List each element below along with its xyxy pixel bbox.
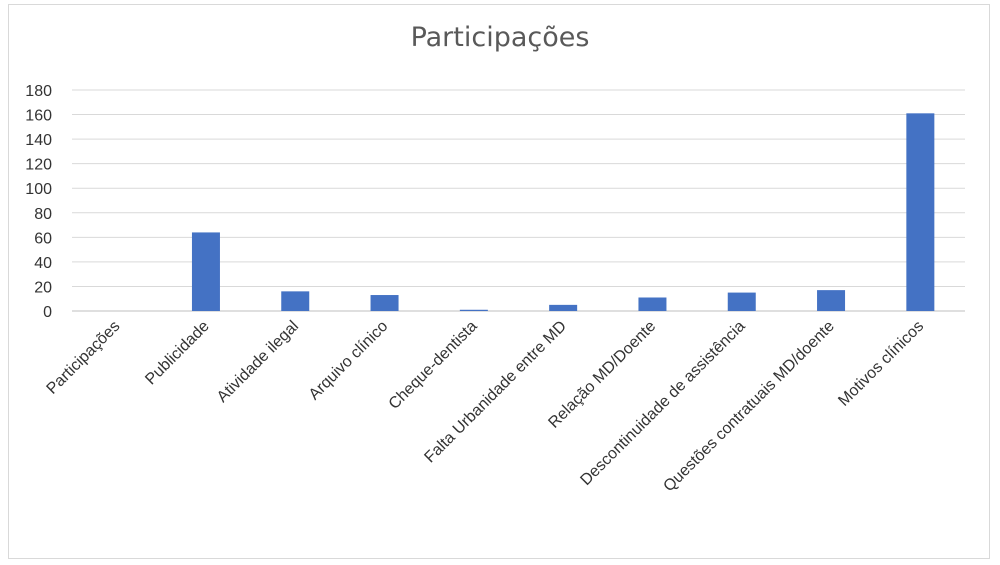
bar — [191, 232, 220, 311]
y-tick-label: 40 — [34, 255, 52, 272]
x-tick-label: Cheque-dentista — [386, 318, 481, 413]
x-tick-label: Participações — [44, 318, 124, 398]
bar — [281, 291, 310, 311]
y-tick-label: 140 — [25, 132, 52, 149]
bar — [459, 309, 488, 311]
bar — [370, 295, 399, 311]
y-tick-label: 60 — [34, 230, 52, 247]
y-tick-label: 80 — [34, 206, 52, 223]
bar — [727, 292, 756, 311]
bar — [817, 290, 846, 311]
x-tick-label: Falta Urbanidade entre MD — [421, 318, 569, 466]
x-tick-label: Motivos clínicos — [835, 318, 927, 410]
x-tick-label: Questões contratuais MD/doente — [660, 318, 837, 495]
chart-title: Participações — [410, 22, 590, 53]
bar — [638, 297, 667, 311]
y-tick-label: 100 — [25, 181, 52, 198]
chart-frame — [8, 4, 990, 559]
x-tick-label: Atividade ilegal — [214, 318, 302, 406]
y-tick-label: 0 — [43, 304, 52, 321]
bar — [549, 304, 578, 311]
x-tick-label: Descontinuidade de assistência — [577, 318, 748, 489]
y-tick-label: 180 — [25, 83, 52, 100]
bar — [906, 113, 935, 311]
x-tick-label: Arquivo clínico — [306, 318, 392, 404]
x-tick-label: Publicidade — [142, 318, 213, 389]
y-tick-label: 20 — [34, 279, 52, 296]
y-tick-label: 120 — [25, 157, 52, 174]
y-tick-label: 160 — [25, 108, 52, 125]
